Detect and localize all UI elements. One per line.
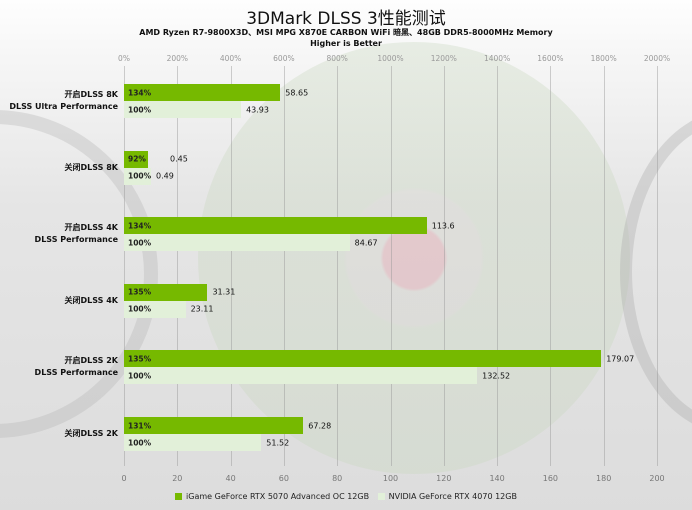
top-axis-tick-label: 400%	[219, 54, 242, 63]
bar-series-2	[124, 300, 186, 318]
top-axis-tick-label: 1400%	[483, 54, 511, 63]
bar-value-label: 58.65	[285, 88, 309, 97]
bar-series-2	[124, 367, 478, 385]
top-axis-tick-label: 600%	[273, 54, 295, 63]
bar-percent-label: 100%	[128, 304, 152, 314]
bar-value-label: 113.6	[431, 221, 455, 231]
legend-label-series-1: iGame GeForce RTX 5070 Advanced OC 12GB	[186, 492, 370, 501]
gridline	[177, 66, 179, 466]
category-label: 开启DLSS 2K DLSS Performance	[35, 355, 118, 379]
bar-value-label: 51.52	[266, 438, 290, 447]
bar-percent-label: 135%	[128, 354, 152, 364]
legend-item-series-1: iGame GeForce RTX 5070 Advanced OC 12GB	[175, 492, 369, 501]
bar-value-label: 23.11	[190, 304, 214, 314]
bar-series-1	[124, 84, 281, 101]
bar-percent-label: 134%	[128, 221, 152, 231]
bar-series-1	[124, 350, 602, 368]
category-label: 开启DLSS 8K DLSS Ultra Performance	[9, 89, 118, 113]
bar-value-label: 0.49	[156, 171, 174, 181]
bottom-axis-tick-label: 160	[542, 474, 559, 483]
gridline	[550, 66, 552, 466]
legend: iGame GeForce RTX 5070 Advanced OC 12GB …	[0, 492, 692, 502]
category-label-line: 开启DLSS 8K	[64, 90, 118, 99]
bar-series-2	[124, 234, 350, 252]
bar-percent-label: 92%	[128, 154, 146, 164]
bar-series-2	[124, 101, 242, 118]
chart-title: 3DMark DLSS 3性能测试	[246, 9, 446, 29]
bar-value-label: 31.31	[212, 287, 236, 297]
top-axis-tick-label: 1600%	[537, 54, 564, 63]
bar-percent-label: 100%	[128, 371, 152, 381]
bar-value-label: 43.93	[246, 105, 269, 114]
bar-percent-label: 100%	[128, 438, 152, 447]
gridline	[497, 66, 499, 466]
gridline	[390, 66, 392, 466]
bottom-axis-tick-label: 200	[649, 474, 665, 483]
gridline	[283, 66, 285, 466]
gridline	[337, 66, 339, 466]
gridline	[657, 66, 658, 466]
bottom-axis-tick-label: 20	[172, 474, 183, 483]
bar-value-label: 0.45	[170, 154, 188, 164]
category-label: 关闭DLSS 4K	[65, 295, 118, 307]
background-fan	[198, 42, 630, 474]
bar-percent-label: 100%	[128, 171, 152, 181]
bar-percent-label: 134%	[128, 88, 152, 97]
bottom-axis-tick-label: 60	[278, 474, 289, 483]
top-axis-tick-label: 1800%	[590, 54, 617, 63]
gridline	[124, 66, 125, 466]
chart-subtitle-block: AMD Ryzen R7-9800X3D、MSI MPG X870E CARBO…	[0, 27, 692, 49]
gridline	[603, 66, 605, 466]
bar-series-1	[124, 283, 208, 301]
bar-series-1	[124, 217, 427, 235]
bottom-axis-tick-label: 40	[225, 474, 236, 483]
gridline	[230, 66, 232, 466]
bar-percent-label: 100%	[128, 238, 152, 248]
bottom-axis-tick-label: 100	[382, 474, 399, 483]
bar-series-2	[124, 167, 151, 185]
chart-note: Higher is Better	[310, 39, 382, 48]
category-label-line: 开启DLSS 2K	[64, 356, 118, 366]
top-axis-tick-label: 0%	[118, 54, 130, 63]
category-label-line: DLSS Performance	[34, 368, 118, 378]
bottom-axis-tick-label: 80	[332, 474, 343, 483]
top-axis-tick-label: 200%	[166, 54, 189, 63]
bar-series-2	[124, 434, 262, 451]
legend-item-series-2: NVIDIA GeForce RTX 4070 12GB	[377, 492, 517, 501]
category-label: 关闭DLSS 8K	[65, 162, 118, 174]
legend-swatch-series-2	[377, 493, 385, 500]
bar-series-1	[124, 150, 148, 168]
category-label: 关闭DLSS 2K	[65, 428, 118, 440]
bar-percent-label: 135%	[128, 287, 152, 297]
bar-percent-label: 131%	[128, 421, 152, 430]
bottom-axis-tick-label: 180	[596, 474, 612, 483]
bar-value-label: 179.07	[606, 354, 635, 364]
legend-swatch-series-1	[175, 493, 183, 500]
bottom-axis-tick-label: 0	[121, 474, 127, 483]
bar-value-label: 132.52	[482, 371, 511, 381]
bar-series-1	[124, 417, 304, 434]
bottom-axis-tick-label: 140	[489, 474, 505, 483]
top-axis-tick-label: 1000%	[377, 54, 404, 63]
gridline	[443, 66, 445, 466]
chart-subtitle: AMD Ryzen R7-9800X3D、MSI MPG X870E CARBO…	[139, 28, 553, 37]
top-axis-tick-label: 800%	[326, 54, 348, 63]
category-label-line: DLSS Performance	[34, 235, 118, 245]
top-axis-tick-label: 1200%	[430, 54, 457, 63]
bar-value-label: 67.28	[308, 421, 332, 430]
category-label-line: 开启DLSS 4K	[64, 223, 118, 233]
category-label: 开启DLSS 4K DLSS Performance	[35, 222, 118, 246]
legend-label-series-2: NVIDIA GeForce RTX 4070 12GB	[388, 492, 517, 501]
category-label-line: 关闭DLSS 4K	[64, 295, 118, 305]
category-label-line: 关闭DLSS 8K	[64, 162, 118, 172]
category-label-line: DLSS Ultra Performance	[9, 102, 118, 111]
bottom-axis-tick-label: 120	[436, 474, 452, 483]
top-axis-tick-label: 2000%	[643, 54, 671, 63]
bar-value-label: 84.67	[354, 238, 378, 248]
category-label-line: 关闭DLSS 2K	[64, 429, 118, 438]
bar-percent-label: 100%	[128, 105, 152, 114]
